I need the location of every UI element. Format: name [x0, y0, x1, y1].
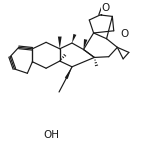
- Text: O: O: [120, 29, 129, 39]
- Text: OH: OH: [43, 130, 59, 140]
- Text: O: O: [102, 4, 110, 13]
- Polygon shape: [72, 34, 76, 43]
- Polygon shape: [65, 67, 72, 79]
- Polygon shape: [58, 37, 62, 49]
- Polygon shape: [84, 39, 87, 50]
